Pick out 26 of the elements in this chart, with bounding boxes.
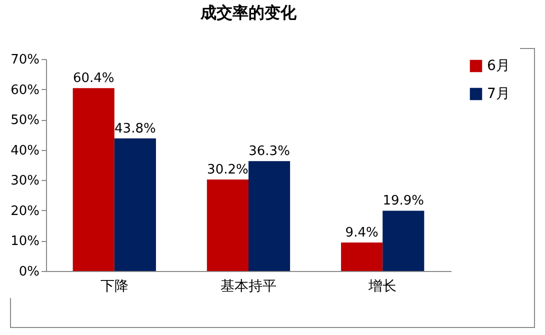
bar <box>206 180 248 271</box>
y-tick-label: 50% <box>10 113 40 128</box>
x-tick-label: 基本持平 <box>220 278 276 294</box>
data-label: 43.8% <box>114 121 156 136</box>
x-tick-label: 增长 <box>368 278 397 294</box>
bar <box>382 210 424 271</box>
y-tick-label: 60% <box>10 82 40 98</box>
x-tick-label: 下降 <box>100 278 128 294</box>
data-label: 36.3% <box>248 144 290 160</box>
data-label: 30.2% <box>207 162 248 178</box>
legend-label: 7月 <box>487 86 510 102</box>
bar <box>72 88 114 271</box>
y-tick-label: 40% <box>10 143 40 158</box>
data-label: 19.9% <box>382 194 424 209</box>
bar <box>248 161 290 271</box>
data-label: 60.4% <box>72 71 114 86</box>
y-tick-label: 10% <box>10 234 40 250</box>
y-tick-label: 20% <box>10 204 40 219</box>
bar <box>341 242 383 271</box>
y-tick-label: 30% <box>10 174 40 189</box>
y-tick-label: 70% <box>10 52 40 68</box>
y-tick-label: 0% <box>18 264 40 280</box>
chart-title: 成交率的变化 <box>200 3 298 22</box>
bar <box>114 138 156 271</box>
data-label: 9.4% <box>345 226 378 241</box>
legend-label: 6月 <box>487 58 510 74</box>
